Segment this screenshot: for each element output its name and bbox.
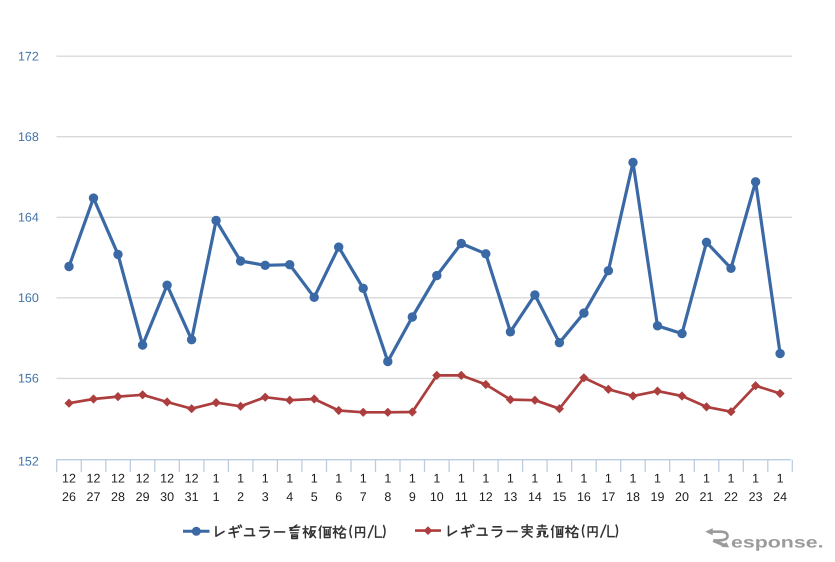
svg-text:1: 1 [311,472,318,486]
svg-text:1: 1 [360,472,367,486]
svg-text:9: 9 [409,490,416,504]
svg-text:1: 1 [335,472,342,486]
svg-text:12: 12 [62,472,76,486]
svg-text:1: 1 [703,472,710,486]
svg-text:31: 31 [185,490,199,504]
svg-text:1: 1 [679,472,686,486]
svg-text:1: 1 [286,472,293,486]
svg-text:160: 160 [18,291,39,305]
svg-text:22: 22 [724,490,738,504]
svg-text:13: 13 [503,490,517,504]
svg-text:1: 1 [237,472,244,486]
svg-text:28: 28 [111,490,125,504]
svg-text:1: 1 [605,472,612,486]
svg-text:1: 1 [262,472,269,486]
svg-text:1: 1 [531,472,538,486]
svg-text:1: 1 [556,472,563,486]
svg-text:156: 156 [18,372,39,386]
svg-text:11: 11 [455,490,468,504]
svg-text:1: 1 [654,472,661,486]
svg-text:19: 19 [651,490,665,504]
svg-text:esponse.: esponse. [731,535,824,552]
svg-text:1: 1 [507,472,514,486]
svg-text:1: 1 [213,490,220,504]
svg-text:26: 26 [62,490,76,504]
svg-text:1: 1 [384,472,391,486]
svg-text:21: 21 [700,490,714,504]
svg-text:20: 20 [675,490,689,504]
svg-text:5: 5 [311,490,318,504]
svg-text:30: 30 [160,490,174,504]
svg-text:27: 27 [87,490,101,504]
svg-text:12: 12 [111,472,125,486]
svg-text:4: 4 [286,490,293,504]
svg-text:2: 2 [237,490,244,504]
svg-text:18: 18 [626,490,640,504]
svg-text:24: 24 [773,490,787,504]
svg-text:12: 12 [87,472,101,486]
svg-text:12: 12 [185,472,199,486]
svg-text:14: 14 [528,490,542,504]
svg-text:1: 1 [630,472,637,486]
svg-text:12: 12 [160,472,174,486]
svg-text:6: 6 [335,490,342,504]
svg-text:23: 23 [749,490,763,504]
svg-text:1: 1 [458,472,465,486]
svg-text:10: 10 [430,490,444,504]
svg-text:1: 1 [213,472,220,486]
svg-text:3: 3 [262,490,269,504]
svg-text:1: 1 [777,472,784,486]
svg-text:1: 1 [482,472,489,486]
svg-text:152: 152 [18,455,39,469]
svg-text:15: 15 [552,490,566,504]
svg-text:164: 164 [18,211,39,225]
svg-text:29: 29 [136,490,150,504]
svg-text:17: 17 [601,490,615,504]
svg-text:172: 172 [18,50,39,64]
svg-text:1: 1 [433,472,440,486]
svg-text:12: 12 [136,472,150,486]
svg-text:7: 7 [360,490,367,504]
svg-text:1: 1 [580,472,587,486]
svg-text:1: 1 [409,472,416,486]
svg-text:1: 1 [752,472,759,486]
svg-text:12: 12 [479,490,493,504]
svg-text:8: 8 [384,490,391,504]
svg-text:16: 16 [577,490,591,504]
svg-text:1: 1 [728,472,735,486]
svg-text:168: 168 [18,130,39,144]
